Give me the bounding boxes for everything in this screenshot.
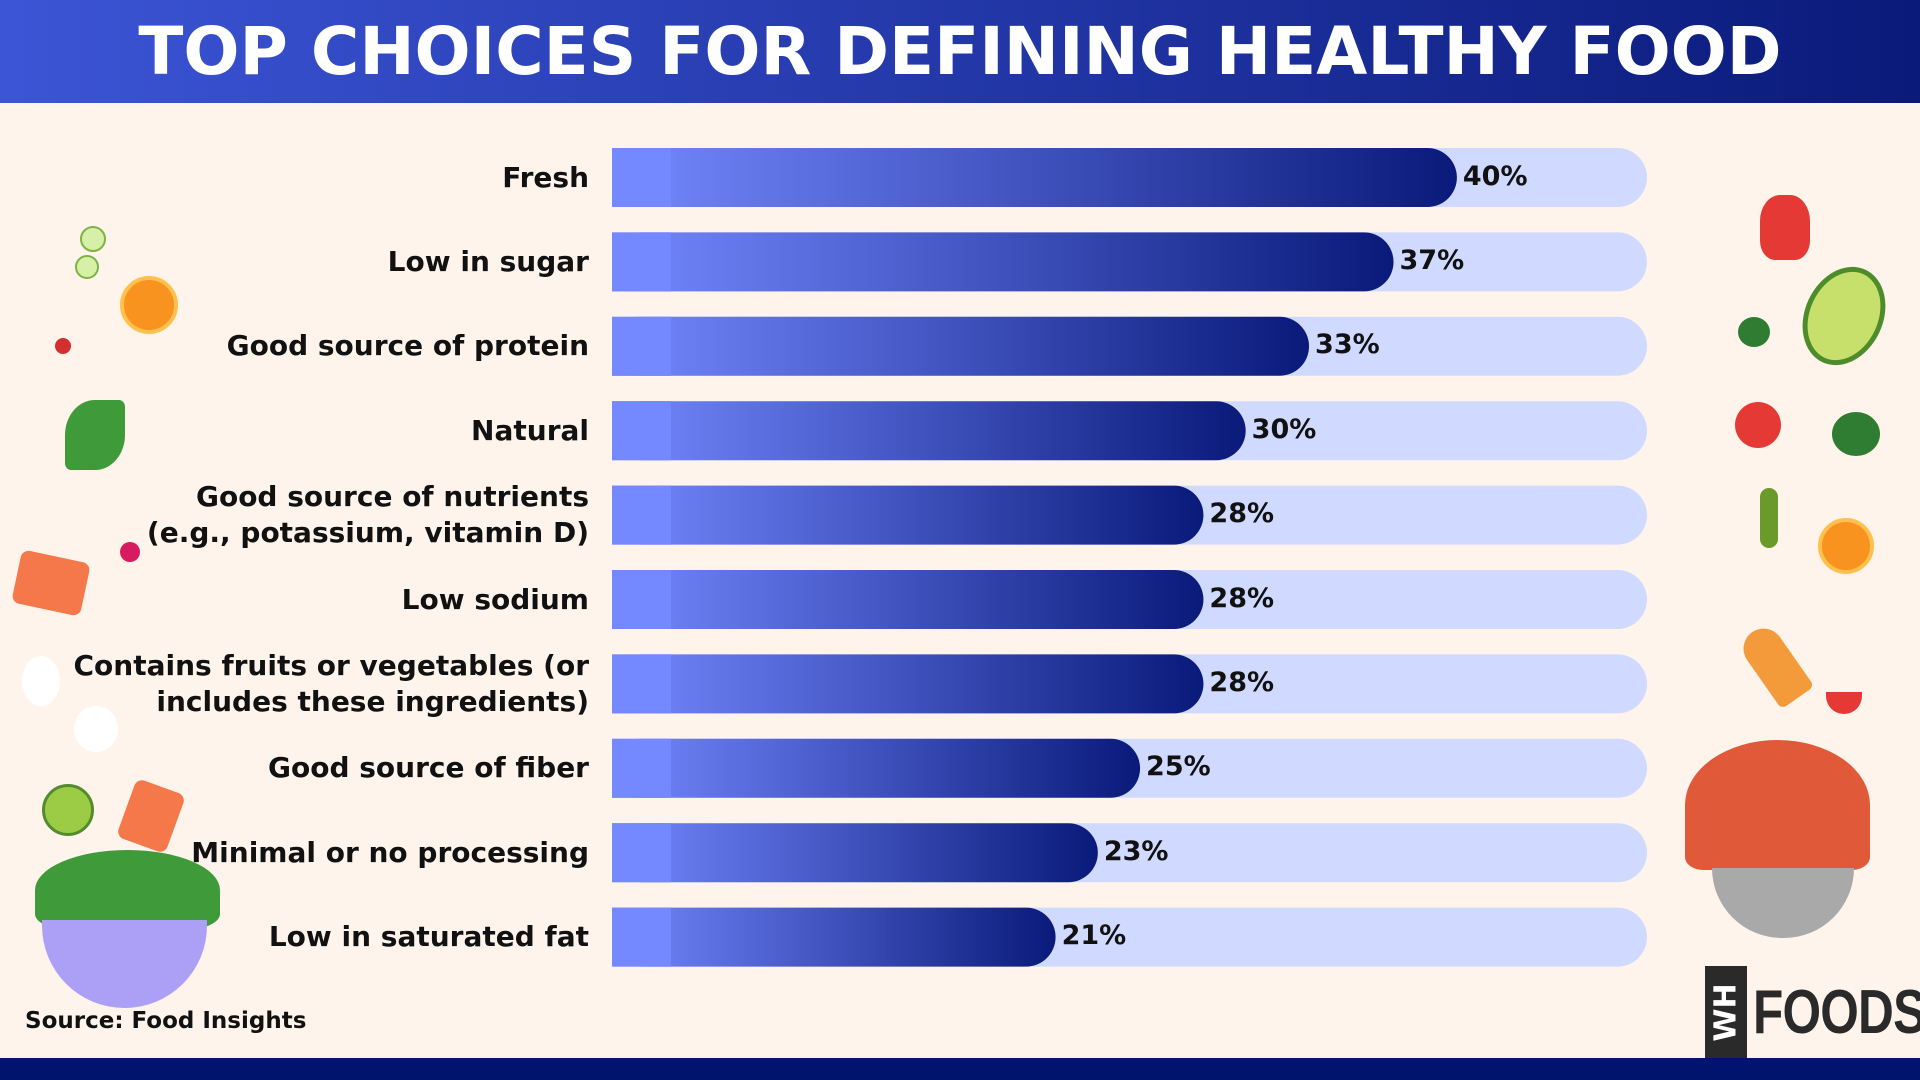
value-label: 33%	[1315, 329, 1380, 361]
category-label-line: Low sodium	[401, 582, 589, 616]
bar-start-cap	[612, 316, 671, 376]
value-label: 23%	[1103, 835, 1169, 867]
bar-1	[612, 232, 1394, 292]
spinach-icon	[65, 400, 125, 470]
bar-6	[612, 654, 1204, 714]
lime-icon	[42, 784, 94, 836]
value-label: 30%	[1251, 413, 1317, 445]
category-label-line: Natural	[471, 413, 589, 447]
bar-2	[612, 316, 1310, 376]
category-label-line: Fresh	[502, 160, 589, 194]
broccoli-icon	[1832, 412, 1880, 456]
category-label-line: Good source of nutrients	[195, 480, 589, 514]
category-label-line: Low in saturated fat	[268, 920, 589, 954]
bar-8	[612, 823, 1098, 883]
tomato-slice-icon	[1826, 692, 1862, 714]
logo-text: FOODS	[1753, 977, 1920, 1047]
value-label: 28%	[1209, 582, 1275, 614]
category-label-line: Minimal or no processing	[191, 835, 589, 869]
category-label: Low in sugar	[29, 244, 589, 280]
value-label: 40%	[1462, 160, 1528, 192]
bar-start-cap	[612, 570, 671, 629]
salad-greens-icon	[35, 850, 220, 930]
source-note: Source: Food Insights	[25, 1008, 307, 1034]
cucumber-slice-icon	[75, 255, 99, 279]
category-label-line: includes these ingredients)	[156, 684, 589, 718]
red-pepper-icon	[1760, 195, 1810, 260]
tomato-icon	[1735, 402, 1781, 448]
category-label-line: Low in sugar	[387, 244, 589, 278]
category-label-line: (e.g., potassium, vitamin D)	[146, 516, 589, 550]
category-label: Fresh	[29, 160, 589, 196]
category-label-line: Good source of protein	[226, 329, 589, 363]
category-label: Good source of fiber	[29, 750, 589, 786]
logo-mark: WH	[1705, 966, 1747, 1058]
category-label: Minimal or no processing	[29, 835, 589, 871]
vegetable-mix-icon	[1685, 740, 1870, 870]
cucumber-slice-icon	[80, 226, 106, 252]
bar-0	[612, 148, 1457, 207]
bar-start-cap	[612, 823, 671, 883]
value-label: 37%	[1399, 244, 1465, 276]
category-label-line: Good source of fiber	[268, 751, 589, 785]
logo: WH FOODS	[1705, 966, 1920, 1058]
header: TOP CHOICES FOR DEFINING HEALTHY FOOD	[0, 0, 1920, 103]
bar-start-cap	[612, 401, 671, 461]
category-label: Low sodium	[29, 582, 589, 618]
category-label: Low in saturated fat	[29, 919, 589, 955]
bar-start-cap	[612, 485, 671, 545]
category-label: Natural	[29, 413, 589, 449]
category-label: Good source of nutrients (e.g., potassium…	[29, 479, 589, 551]
egg-icon	[22, 656, 60, 706]
value-label: 28%	[1209, 498, 1275, 530]
cherry-icon	[55, 338, 71, 354]
orange-icon	[1818, 518, 1874, 574]
value-label: 25%	[1146, 751, 1211, 783]
category-label-line: Contains fruits or vegetables (or	[73, 648, 590, 682]
value-label: 28%	[1209, 666, 1275, 698]
value-label: 21%	[1061, 920, 1127, 952]
bar-start-cap	[612, 232, 671, 292]
footer-bar	[0, 1058, 1920, 1080]
radish-icon	[120, 542, 140, 562]
bar-7	[612, 738, 1141, 798]
category-label: Contains fruits or vegetables (or include…	[29, 648, 590, 720]
bar-start-cap	[612, 738, 671, 798]
bar-3	[612, 401, 1246, 461]
broccoli-icon	[1738, 317, 1770, 347]
bar-start-cap	[612, 907, 671, 967]
orange-icon	[120, 276, 178, 334]
bar-start-cap	[612, 148, 671, 207]
peas-icon	[1760, 488, 1778, 548]
bar-5	[612, 570, 1204, 629]
bar-4	[612, 485, 1204, 545]
bar-9	[612, 907, 1056, 967]
category-label: Good source of protein	[29, 328, 589, 364]
egg-icon	[74, 706, 118, 752]
page-title: TOP CHOICES FOR DEFINING HEALTHY FOOD	[138, 13, 1782, 90]
bar-start-cap	[612, 654, 671, 714]
